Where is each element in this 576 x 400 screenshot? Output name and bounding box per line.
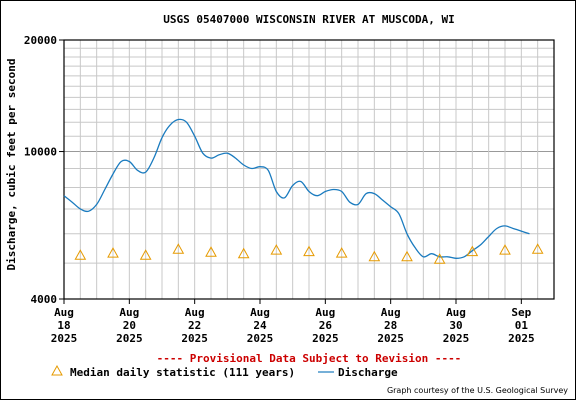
x-tick-label: 2025: [51, 332, 78, 345]
x-tick-label: 26: [319, 319, 333, 332]
median-marker: [107, 247, 119, 258]
x-tick-label: 28: [384, 319, 397, 332]
x-tick-label: 30: [449, 319, 462, 332]
chart-title: USGS 05407000 WISCONSIN RIVER AT MUSCODA…: [163, 13, 454, 26]
median-marker: [466, 245, 479, 257]
x-tick-label: 20: [123, 319, 136, 332]
median-marker: [172, 243, 185, 254]
credit-note: Graph courtesy of the U.S. Geological Su…: [387, 386, 568, 395]
x-tick-label: Aug: [315, 306, 335, 319]
median-marker: [303, 245, 315, 257]
median-marker: [531, 243, 544, 254]
x-tick-label: 2025: [377, 332, 404, 345]
median-marker: [74, 249, 87, 260]
x-tick-label: Aug: [54, 306, 74, 319]
y-tick-label: 20000: [24, 34, 57, 47]
x-tick-label: 2025: [443, 332, 470, 345]
x-tick-label: Aug: [250, 306, 270, 319]
y-axis-label: Discharge, cubic feet per second: [5, 59, 18, 271]
median-marker: [499, 244, 511, 255]
x-tick-label: Aug: [381, 306, 401, 319]
discharge-line: [63, 118, 530, 259]
x-tick-label: 24: [253, 319, 267, 332]
y-tick-label: 4000: [31, 293, 58, 306]
x-tick-label: Aug: [119, 306, 139, 319]
legend-median-label: Median daily statistic (111 years): [70, 366, 295, 379]
legend: Median daily statistic (111 years) Disch…: [51, 364, 398, 379]
median-marker: [335, 247, 348, 258]
legend-median-marker: [51, 364, 63, 376]
provisional-note: ---- Provisional Data Subject to Revisio…: [157, 352, 462, 365]
median-marker: [237, 247, 250, 259]
y-tick-label: 10000: [24, 146, 57, 159]
x-tick-label: 2025: [312, 332, 339, 345]
x-tick-label: Aug: [446, 306, 466, 319]
plot-area: [63, 39, 555, 300]
legend-discharge-label: Discharge: [338, 366, 398, 379]
x-tick-label: 18: [57, 319, 70, 332]
median-marker: [270, 244, 283, 255]
x-axis: Aug182025Aug202025Aug222025Aug242025Aug2…: [51, 299, 535, 345]
grid: [64, 40, 554, 299]
median-marker: [401, 250, 413, 262]
median-marker: [205, 246, 217, 257]
x-tick-label: 2025: [508, 332, 535, 345]
x-tick-label: 22: [188, 319, 201, 332]
x-tick-label: Sep: [511, 306, 531, 319]
x-tick-label: 2025: [181, 332, 208, 345]
x-tick-label: Aug: [185, 306, 205, 319]
median-marker: [368, 250, 381, 262]
y-axis: 4000 10000 20000: [24, 34, 64, 306]
median-marker: [139, 249, 152, 260]
series-layer: [63, 118, 544, 264]
x-tick-label: 2025: [247, 332, 274, 345]
median-marker: [433, 253, 446, 264]
x-tick-label: 2025: [116, 332, 143, 345]
x-tick-label: 01: [515, 319, 529, 332]
